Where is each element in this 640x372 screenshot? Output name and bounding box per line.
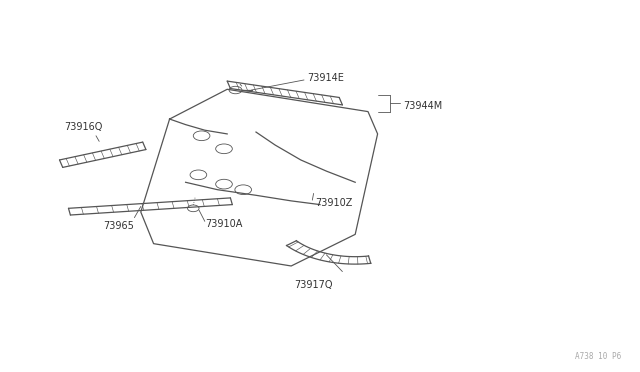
- Text: 73910Z: 73910Z: [315, 198, 352, 208]
- Text: 73916Q: 73916Q: [64, 122, 102, 132]
- Text: 73914E: 73914E: [307, 73, 344, 83]
- Text: 73944M: 73944M: [403, 101, 442, 111]
- Text: 73917Q: 73917Q: [294, 280, 333, 290]
- Text: 73965: 73965: [103, 221, 134, 231]
- Text: A738 10 P6: A738 10 P6: [575, 352, 621, 361]
- Text: 73910A: 73910A: [205, 219, 242, 229]
